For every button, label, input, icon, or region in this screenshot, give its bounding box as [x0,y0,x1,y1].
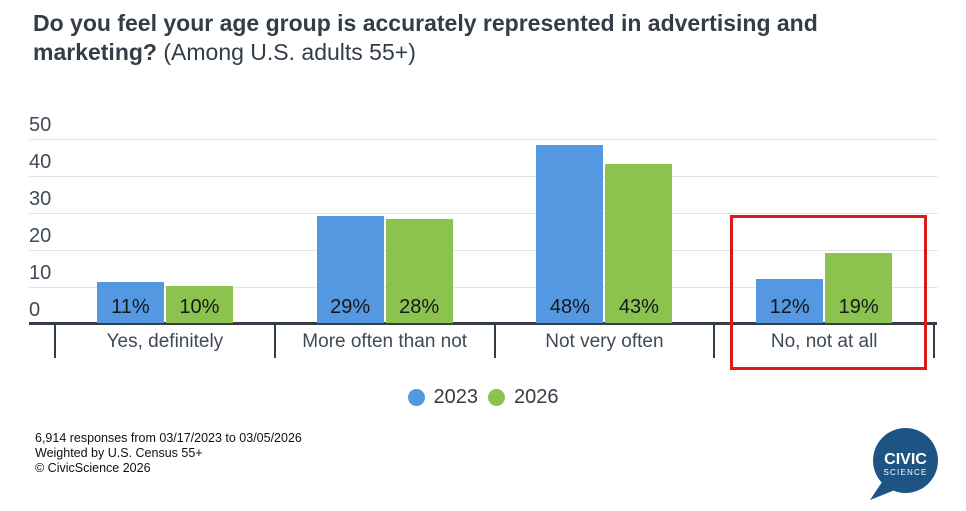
legend-item: 2026 [488,386,559,409]
bar-value-label: 29% [330,296,371,318]
logo-text-civic: CIVIC [884,451,927,468]
footer-responses-line: 6,914 responses from 03/17/2023 to 03/05… [35,431,302,445]
x-axis-tick [933,324,935,358]
bar-2026-1 [385,219,453,323]
legend-label: 2026 [514,385,559,408]
legend-item: 2023 [407,385,479,409]
y-axis-tick-label: 20 [29,225,52,247]
x-axis-tick [54,324,56,358]
bar-2026-3 [825,252,893,323]
chart-question-text: Do you feel your age group is accurately… [33,10,818,65]
category-label: Yes, definitely [106,331,224,352]
bar-value-label: 43% [618,296,659,318]
bar-2023-2 [536,145,604,323]
logo-bubble-circle [873,428,938,493]
category-label: Not very often [545,331,664,352]
y-axis-tick-label: 30 [29,188,52,210]
y-gridline [29,213,938,214]
category-label: No, not at all [770,331,878,352]
chart-title: Do you feel your age group is accurately… [33,9,919,67]
bar-value-label: 10% [179,296,220,318]
bar-value-label: 28% [399,296,440,318]
y-gridline [29,287,938,288]
legend-dot-icon [488,388,505,406]
bar-2026-2 [605,163,673,323]
bar-value-label: 11% [111,296,150,318]
category-label: More often than not [302,331,468,352]
chart-legend: 2023 2026 [0,385,966,409]
bar-value-label: 19% [838,296,879,318]
chart-subtitle-note: (Among U.S. adults 55+) [163,39,416,65]
highlight-box [730,215,927,370]
x-axis-line [29,322,937,325]
bar-2023-0 [96,282,164,323]
footer-copyright-line: © CivicScience 2026 [35,461,151,475]
bar-value-label: 48% [549,296,590,318]
y-gridline [29,176,938,177]
civicscience-logo: CIVIC SCIENCE [862,426,948,508]
legend-dot-icon [407,388,425,406]
bar-2026-0 [165,286,233,323]
footer-weighting-line: Weighted by U.S. Census 55+ [35,446,203,460]
speech-bubble-logo-icon: CIVIC SCIENCE [870,428,938,500]
bar-2023-1 [316,215,384,323]
y-gridline [29,139,938,140]
x-axis-tick [713,324,716,358]
legend-label: 2023 [433,385,479,408]
bar-2023-3 [756,278,824,323]
y-axis-tick-label: 50 [29,114,52,136]
y-axis-tick-label: 40 [29,151,52,173]
chart-footer: 6,914 responses from 03/17/2023 to 03/05… [35,431,302,476]
bar-chart: 0 10 20 30 40 50 Yes, definitely 11% 10% More oft… [29,114,938,358]
x-axis-tick [493,324,496,358]
y-axis-tick-label: 10 [29,262,52,284]
logo-text-science: SCIENCE [884,468,928,477]
bar-value-label: 12% [769,296,810,318]
y-axis-tick-label: 0 [29,299,41,321]
y-gridline [29,250,938,251]
x-axis-tick [273,324,276,358]
